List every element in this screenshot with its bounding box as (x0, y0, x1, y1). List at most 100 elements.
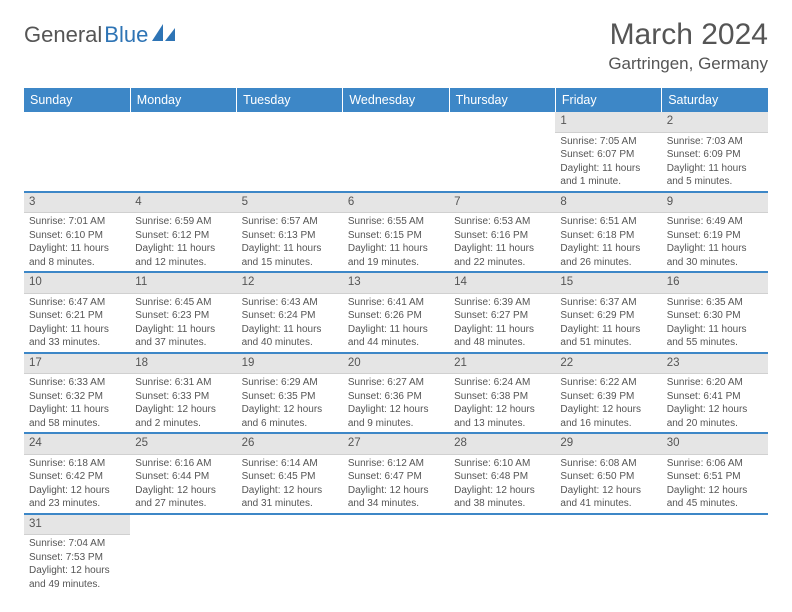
day-detail-line: Sunset: 6:45 PM (242, 470, 338, 484)
calendar-body: 1Sunrise: 7:05 AMSunset: 6:07 PMDaylight… (24, 112, 768, 593)
day-detail-line: Daylight: 11 hours (667, 323, 763, 337)
day-detail-line: Daylight: 12 hours (454, 403, 550, 417)
day-detail-line: Sunset: 6:18 PM (560, 229, 656, 243)
calendar-week-row: 3Sunrise: 7:01 AMSunset: 6:10 PMDaylight… (24, 192, 768, 273)
day-detail-line: Sunset: 6:47 PM (348, 470, 444, 484)
day-detail-line: Sunset: 6:51 PM (667, 470, 763, 484)
calendar-cell (24, 112, 130, 192)
day-details: Sunrise: 6:22 AMSunset: 6:39 PMDaylight:… (555, 374, 661, 432)
day-detail-line: Daylight: 11 hours (348, 323, 444, 337)
location-label: Gartringen, Germany (608, 54, 768, 74)
day-detail-line: Sunrise: 6:43 AM (242, 296, 338, 310)
calendar-cell: 8Sunrise: 6:51 AMSunset: 6:18 PMDaylight… (555, 192, 661, 273)
day-detail-line: Daylight: 11 hours (135, 323, 231, 337)
day-detail-line: and 1 minute. (560, 175, 656, 189)
calendar-cell: 12Sunrise: 6:43 AMSunset: 6:24 PMDayligh… (237, 272, 343, 353)
day-detail-line: Daylight: 11 hours (560, 162, 656, 176)
day-detail-line: Sunrise: 6:22 AM (560, 376, 656, 390)
day-number: 4 (130, 193, 236, 214)
day-detail-line: Sunrise: 7:03 AM (667, 135, 763, 149)
day-details: Sunrise: 6:39 AMSunset: 6:27 PMDaylight:… (449, 294, 555, 352)
day-detail-line: Daylight: 12 hours (560, 484, 656, 498)
day-detail-line: and 48 minutes. (454, 336, 550, 350)
day-detail-line: Sunset: 6:38 PM (454, 390, 550, 404)
day-detail-line: and 8 minutes. (29, 256, 125, 270)
day-number: 27 (343, 434, 449, 455)
day-detail-line: Daylight: 11 hours (29, 403, 125, 417)
day-detail-line: Sunset: 6:42 PM (29, 470, 125, 484)
day-detail-line: and 27 minutes. (135, 497, 231, 511)
day-detail-line: and 44 minutes. (348, 336, 444, 350)
day-detail-line: and 5 minutes. (667, 175, 763, 189)
calendar-cell: 18Sunrise: 6:31 AMSunset: 6:33 PMDayligh… (130, 353, 236, 434)
day-detail-line: and 49 minutes. (29, 578, 125, 592)
day-detail-line: Sunrise: 6:39 AM (454, 296, 550, 310)
day-details: Sunrise: 6:14 AMSunset: 6:45 PMDaylight:… (237, 455, 343, 513)
day-detail-line: Daylight: 11 hours (667, 162, 763, 176)
day-details: Sunrise: 7:01 AMSunset: 6:10 PMDaylight:… (24, 213, 130, 271)
day-number: 26 (237, 434, 343, 455)
day-detail-line: and 26 minutes. (560, 256, 656, 270)
day-detail-line: Sunrise: 6:08 AM (560, 457, 656, 471)
weekday-header: Sunday (24, 88, 130, 112)
calendar-cell: 28Sunrise: 6:10 AMSunset: 6:48 PMDayligh… (449, 433, 555, 514)
day-detail-line: Sunset: 6:07 PM (560, 148, 656, 162)
weekday-header: Monday (130, 88, 236, 112)
day-number: 31 (24, 515, 130, 536)
day-detail-line: Daylight: 12 hours (454, 484, 550, 498)
day-detail-line: Sunset: 6:26 PM (348, 309, 444, 323)
day-detail-line: and 37 minutes. (135, 336, 231, 350)
day-detail-line: Daylight: 12 hours (667, 403, 763, 417)
day-detail-line: Daylight: 11 hours (135, 242, 231, 256)
day-number: 22 (555, 354, 661, 375)
day-details: Sunrise: 6:45 AMSunset: 6:23 PMDaylight:… (130, 294, 236, 352)
calendar-cell (343, 112, 449, 192)
day-number: 21 (449, 354, 555, 375)
day-details: Sunrise: 6:33 AMSunset: 6:32 PMDaylight:… (24, 374, 130, 432)
day-detail-line: Daylight: 11 hours (348, 242, 444, 256)
day-number: 6 (343, 193, 449, 214)
day-detail-line: Sunrise: 6:45 AM (135, 296, 231, 310)
day-detail-line: Sunset: 6:41 PM (667, 390, 763, 404)
day-detail-line: Sunset: 6:16 PM (454, 229, 550, 243)
day-number: 5 (237, 193, 343, 214)
calendar-week-row: 1Sunrise: 7:05 AMSunset: 6:07 PMDaylight… (24, 112, 768, 192)
calendar-cell: 26Sunrise: 6:14 AMSunset: 6:45 PMDayligh… (237, 433, 343, 514)
calendar-cell: 2Sunrise: 7:03 AMSunset: 6:09 PMDaylight… (662, 112, 768, 192)
calendar-cell (237, 514, 343, 594)
day-detail-line: Daylight: 12 hours (560, 403, 656, 417)
calendar-cell: 9Sunrise: 6:49 AMSunset: 6:19 PMDaylight… (662, 192, 768, 273)
weekday-header: Thursday (449, 88, 555, 112)
day-details: Sunrise: 6:43 AMSunset: 6:24 PMDaylight:… (237, 294, 343, 352)
day-number: 7 (449, 193, 555, 214)
logo: General Blue (24, 22, 176, 48)
day-details: Sunrise: 6:24 AMSunset: 6:38 PMDaylight:… (449, 374, 555, 432)
day-detail-line: Sunset: 6:15 PM (348, 229, 444, 243)
day-detail-line: Daylight: 11 hours (560, 323, 656, 337)
day-number: 15 (555, 273, 661, 294)
calendar-cell (449, 514, 555, 594)
day-detail-line: Sunrise: 6:33 AM (29, 376, 125, 390)
day-detail-line: Daylight: 12 hours (135, 403, 231, 417)
day-detail-line: Daylight: 11 hours (454, 242, 550, 256)
calendar-cell: 15Sunrise: 6:37 AMSunset: 6:29 PMDayligh… (555, 272, 661, 353)
day-detail-line: Daylight: 12 hours (348, 484, 444, 498)
day-number: 30 (662, 434, 768, 455)
day-detail-line: and 20 minutes. (667, 417, 763, 431)
day-detail-line: and 22 minutes. (454, 256, 550, 270)
day-detail-line: Sunrise: 7:04 AM (29, 537, 125, 551)
day-detail-line: Sunrise: 6:10 AM (454, 457, 550, 471)
day-detail-line: Sunrise: 6:55 AM (348, 215, 444, 229)
day-detail-line: and 16 minutes. (560, 417, 656, 431)
day-details: Sunrise: 6:57 AMSunset: 6:13 PMDaylight:… (237, 213, 343, 271)
day-number: 1 (555, 112, 661, 133)
day-detail-line: Daylight: 11 hours (242, 242, 338, 256)
day-details: Sunrise: 7:04 AMSunset: 7:53 PMDaylight:… (24, 535, 130, 593)
day-number: 17 (24, 354, 130, 375)
calendar-cell: 16Sunrise: 6:35 AMSunset: 6:30 PMDayligh… (662, 272, 768, 353)
day-detail-line: and 40 minutes. (242, 336, 338, 350)
day-detail-line: Sunrise: 7:01 AM (29, 215, 125, 229)
weekday-header: Wednesday (343, 88, 449, 112)
calendar-cell: 13Sunrise: 6:41 AMSunset: 6:26 PMDayligh… (343, 272, 449, 353)
calendar-cell: 5Sunrise: 6:57 AMSunset: 6:13 PMDaylight… (237, 192, 343, 273)
